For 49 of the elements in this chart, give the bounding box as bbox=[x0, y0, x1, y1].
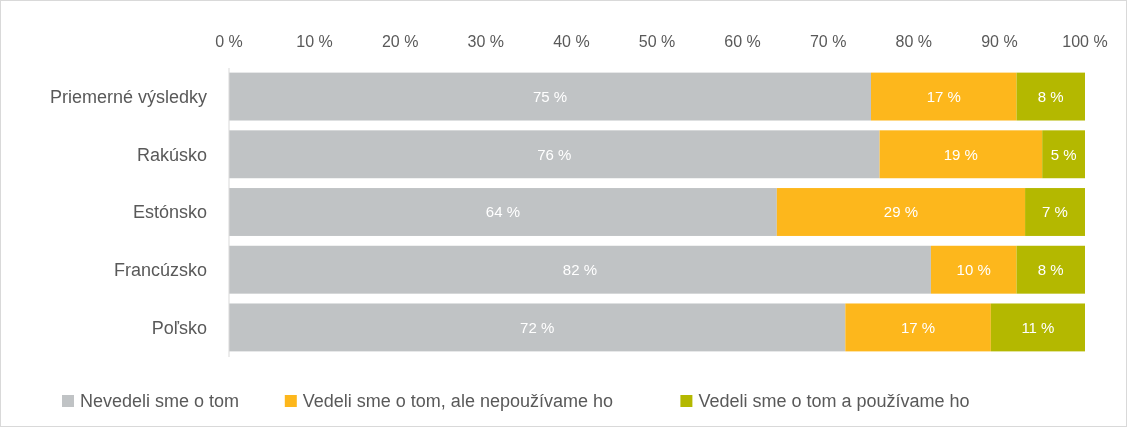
y-tick-label: Priemerné výsledky bbox=[49, 86, 207, 107]
bar bbox=[1016, 72, 1085, 121]
data-label: 82 % bbox=[562, 260, 598, 278]
bar bbox=[990, 303, 1085, 352]
x-tick-label: 0 % bbox=[215, 33, 243, 50]
y-tick-label: Estónsko bbox=[132, 202, 207, 223]
bar bbox=[1042, 130, 1085, 179]
bar bbox=[879, 130, 1043, 179]
data-label: 17 % bbox=[926, 87, 961, 105]
x-tick-label: 80 % bbox=[895, 33, 933, 50]
y-tick-label: Rakúsko bbox=[136, 144, 207, 165]
data-label: 8 % bbox=[1037, 260, 1064, 278]
bar bbox=[229, 245, 931, 294]
data-label: 5 % bbox=[1050, 145, 1077, 163]
data-label: 7 % bbox=[1042, 203, 1068, 221]
bar bbox=[1025, 188, 1085, 236]
data-label: 64 % bbox=[485, 203, 521, 221]
data-label: 8 % bbox=[1037, 87, 1064, 105]
x-tick-label: 20 % bbox=[381, 33, 419, 50]
data-label: 17 % bbox=[900, 318, 936, 336]
bar bbox=[776, 188, 1026, 236]
bar bbox=[1016, 245, 1085, 294]
bar bbox=[229, 188, 777, 236]
legend-label: Nevedeli sme o tom bbox=[80, 391, 240, 412]
y-tick-label: Francúzsko bbox=[113, 260, 207, 281]
bar bbox=[229, 303, 846, 352]
data-label: 75 % bbox=[532, 87, 568, 105]
bar bbox=[845, 303, 991, 352]
x-tick-label: 70 % bbox=[809, 33, 847, 50]
legend-label: Vedeli sme o tom a používame ho bbox=[698, 391, 970, 412]
x-tick-label: 100 % bbox=[1062, 33, 1108, 50]
x-tick-label: 60 % bbox=[724, 33, 761, 50]
bar bbox=[229, 72, 871, 121]
data-label: 19 % bbox=[943, 145, 978, 163]
x-tick-label: 40 % bbox=[553, 33, 590, 50]
data-label: 29 % bbox=[883, 203, 919, 221]
x-tick-label: 50 % bbox=[638, 33, 676, 50]
bar bbox=[229, 130, 880, 179]
x-tick-label: 30 % bbox=[467, 33, 505, 50]
data-label: 11 % bbox=[1021, 318, 1055, 336]
legend-label: Vedeli sme o tom, ale nepoužívame ho bbox=[302, 391, 613, 412]
x-tick-label: 10 % bbox=[296, 33, 333, 50]
bar bbox=[930, 245, 1017, 294]
data-label: 72 % bbox=[520, 318, 555, 336]
x-tick-label: 90 % bbox=[981, 33, 1018, 50]
data-label: 76 % bbox=[537, 145, 572, 163]
data-label: 10 % bbox=[956, 260, 991, 278]
bar bbox=[871, 72, 1017, 121]
y-tick-label: Poľsko bbox=[151, 317, 207, 338]
